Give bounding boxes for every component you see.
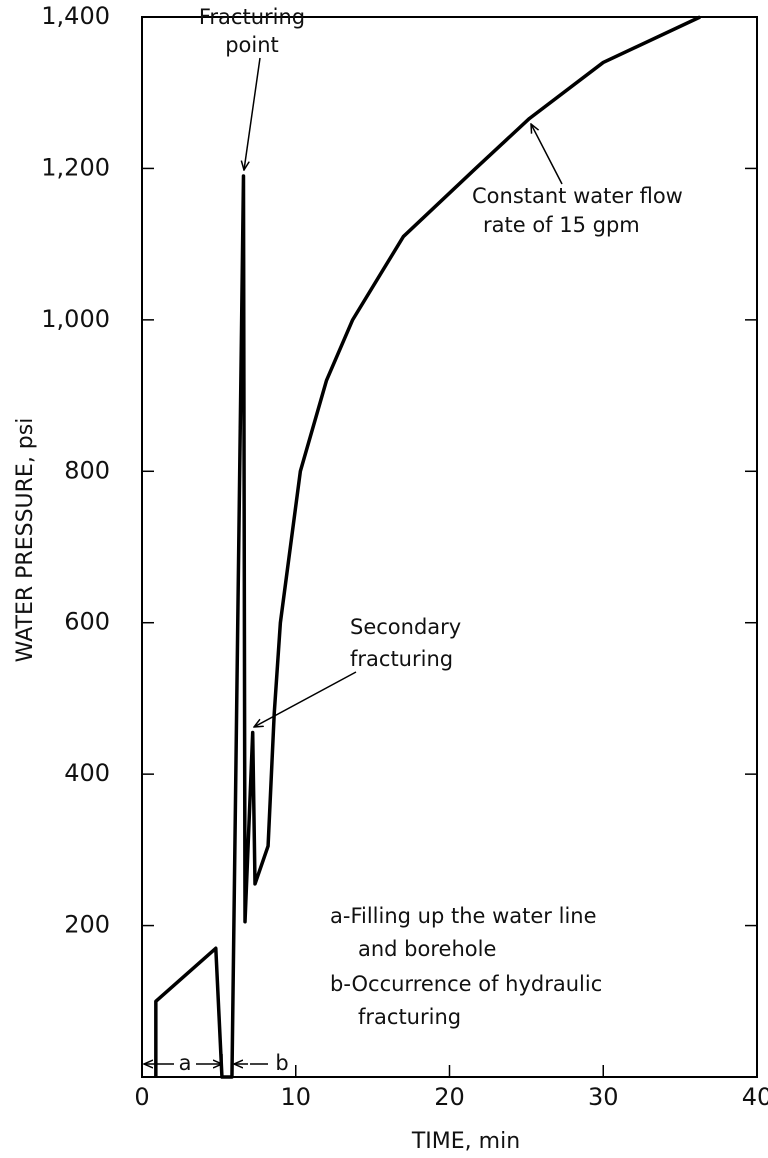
note: and borehole: [358, 937, 496, 961]
x-tick-label: 40: [742, 1083, 768, 1111]
arrow: [531, 124, 563, 185]
y-tick-label: 1,400: [41, 2, 110, 30]
y-tick-label: 800: [64, 456, 110, 484]
arrow: [254, 671, 357, 727]
annotation: a: [179, 1051, 192, 1075]
annotation: b: [275, 1051, 288, 1075]
x-axis-title: TIME, min: [411, 1129, 520, 1154]
y-tick-label: 600: [64, 608, 110, 636]
y-tick-label: 200: [64, 911, 110, 939]
y-axis-title: WATER PRESSURE, psi: [13, 418, 38, 663]
x-tick-label: 30: [588, 1083, 619, 1111]
annotation: fracturing: [350, 647, 453, 671]
x-tick-label: 0: [134, 1083, 149, 1111]
y-tick-label: 1,200: [41, 153, 110, 181]
annotation: point: [225, 33, 279, 57]
annotation: Fracturing: [199, 5, 305, 29]
annotation: Constant water flow: [472, 184, 683, 208]
y-tick-label: 1,000: [41, 305, 110, 333]
note: fracturing: [358, 1005, 461, 1029]
annotation: rate of 15 gpm: [483, 213, 640, 237]
note: b-Occurrence of hydraulic: [330, 972, 602, 996]
data-line: [154, 15, 701, 1079]
y-tick-label: 400: [64, 759, 110, 787]
x-tick-label: 10: [280, 1083, 311, 1111]
arrow: [244, 57, 261, 170]
x-tick-label: 20: [434, 1083, 465, 1111]
note: a-Filling up the water line: [330, 904, 597, 928]
annotation: Secondary: [350, 615, 461, 639]
